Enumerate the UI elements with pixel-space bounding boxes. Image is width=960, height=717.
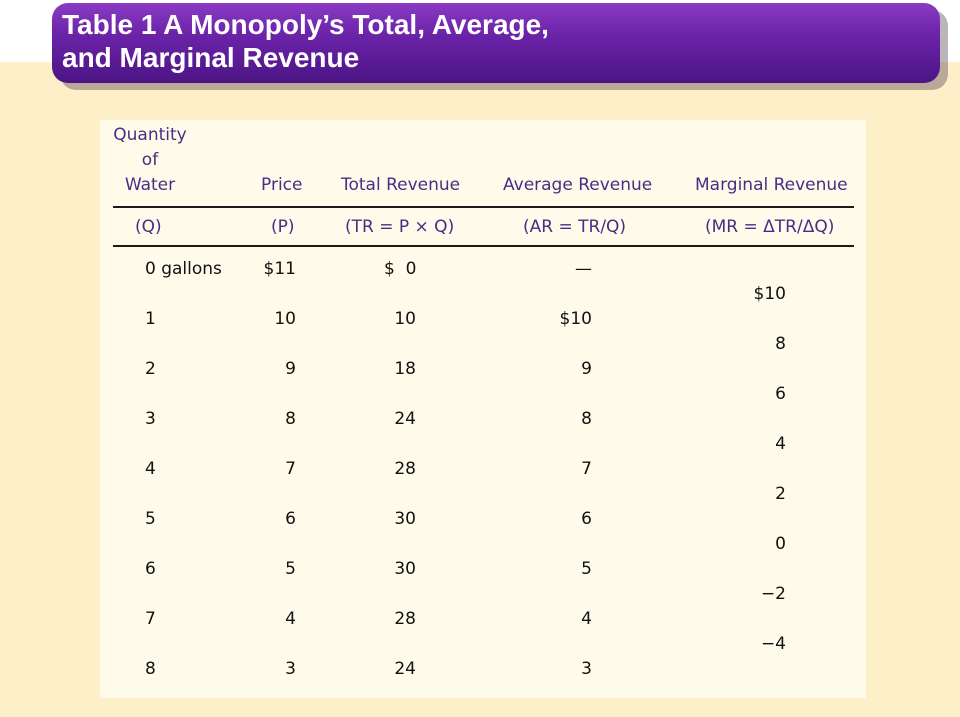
header-marginal-revenue: Marginal Revenue xyxy=(695,175,848,195)
table-title-line-2: and Marginal Revenue xyxy=(62,42,360,73)
cell-average-revenue: — xyxy=(575,259,592,279)
cell-price: 4 xyxy=(285,609,296,629)
formula-average-revenue: (AR = TR/Q) xyxy=(523,217,627,237)
formula-marginal-revenue: (MR = ΔTR/ΔQ) xyxy=(705,217,835,237)
cell-price: 5 xyxy=(285,559,296,579)
table-panel xyxy=(100,120,866,698)
cell-average-revenue: 4 xyxy=(581,609,592,629)
cell-marginal-revenue: 4 xyxy=(775,434,786,454)
header-total-revenue: Total Revenue xyxy=(341,175,461,195)
cell-total-revenue: 28 xyxy=(394,459,416,479)
cell-total-revenue: 24 xyxy=(394,659,416,679)
header-rule-bottom xyxy=(113,245,854,247)
header-price: Price xyxy=(261,175,303,195)
cell-total-revenue: 28 xyxy=(394,609,416,629)
cell-total-revenue: 10 xyxy=(394,309,416,329)
cell-quantity: 8 xyxy=(145,659,156,679)
header-quantity-line-3: Water xyxy=(124,175,176,195)
cell-total-revenue: 30 xyxy=(394,559,416,579)
cell-average-revenue: 7 xyxy=(581,459,592,479)
cell-marginal-revenue: 2 xyxy=(775,484,786,504)
cell-marginal-revenue: −4 xyxy=(760,634,786,654)
cell-average-revenue: $10 xyxy=(559,309,592,329)
cell-price: 9 xyxy=(285,359,296,379)
cell-marginal-revenue: 8 xyxy=(775,334,786,354)
cell-quantity: 1 xyxy=(145,309,156,329)
header-quantity-line-1: Quantity xyxy=(113,125,187,145)
cell-price: 7 xyxy=(285,459,296,479)
cell-quantity: 7 xyxy=(145,609,156,629)
cell-price: $11 xyxy=(263,259,296,279)
formula-price: (P) xyxy=(271,217,295,237)
formula-total-revenue: (TR = P × Q) xyxy=(345,217,455,237)
cell-quantity: 4 xyxy=(145,459,156,479)
cell-marginal-revenue: 6 xyxy=(775,384,786,404)
title-banner xyxy=(52,3,940,83)
cell-quantity: 3 xyxy=(145,409,156,429)
cell-price: 10 xyxy=(274,309,296,329)
cell-marginal-revenue: −2 xyxy=(760,584,786,604)
cell-average-revenue: 9 xyxy=(581,359,592,379)
cell-quantity: 0 gallons xyxy=(145,259,222,279)
table-title: Table 1 A Monopoly’s Total, Average, and… xyxy=(62,8,922,74)
header-rule-top xyxy=(113,206,854,208)
cell-marginal-revenue: 0 xyxy=(775,534,786,554)
cell-average-revenue: 8 xyxy=(581,409,592,429)
cell-marginal-revenue: $10 xyxy=(753,284,786,304)
cell-average-revenue: 5 xyxy=(581,559,592,579)
header-quantity: Quantity of Water xyxy=(100,123,200,198)
cell-total-revenue: $ 0 xyxy=(384,259,417,279)
cell-average-revenue: 6 xyxy=(581,509,592,529)
cell-price: 8 xyxy=(285,409,296,429)
header-quantity-line-2: of xyxy=(141,150,159,170)
cell-total-revenue: 30 xyxy=(394,509,416,529)
cell-quantity: 2 xyxy=(145,359,156,379)
cell-quantity: 6 xyxy=(145,559,156,579)
formula-quantity: (Q) xyxy=(135,217,162,237)
cell-total-revenue: 24 xyxy=(394,409,416,429)
cell-quantity: 5 xyxy=(145,509,156,529)
table-title-line-1: Table 1 A Monopoly’s Total, Average, xyxy=(62,9,549,40)
header-average-revenue: Average Revenue xyxy=(503,175,653,195)
cell-average-revenue: 3 xyxy=(581,659,592,679)
cell-total-revenue: 18 xyxy=(394,359,416,379)
cell-price: 6 xyxy=(285,509,296,529)
cell-price: 3 xyxy=(285,659,296,679)
